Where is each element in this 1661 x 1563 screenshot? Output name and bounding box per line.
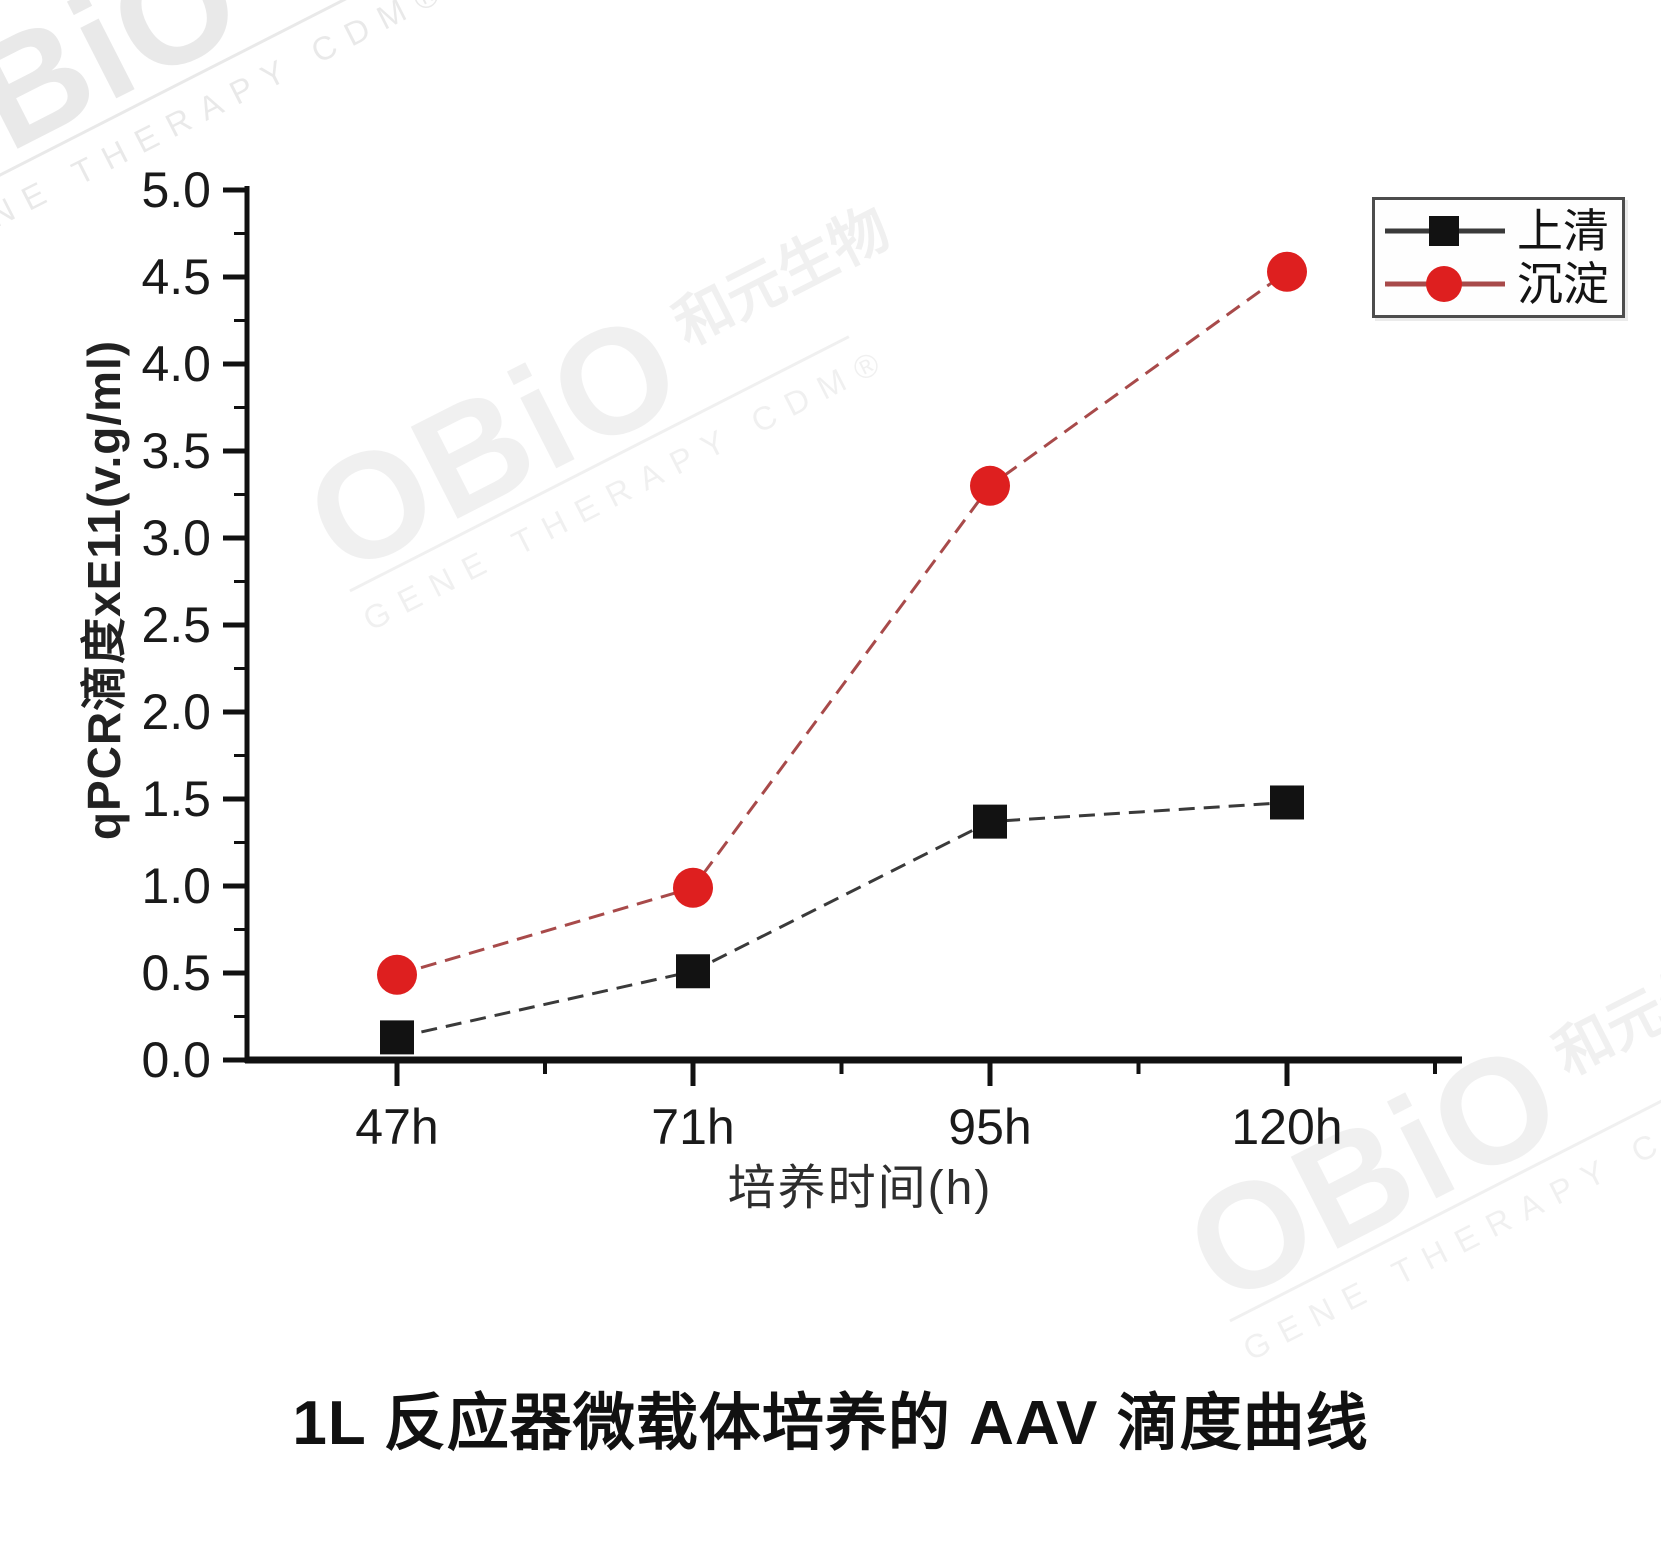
legend-label: 沉淀 xyxy=(1517,258,1609,311)
data-point-circle-marker xyxy=(1267,251,1307,292)
data-point-square-marker xyxy=(380,1020,414,1055)
y-axis-title: qPCR滴度xE11(v.g/ml) xyxy=(78,339,130,841)
x-tick-label: 47h xyxy=(355,1099,438,1155)
data-point-square-marker xyxy=(1270,785,1304,820)
y-tick-label: 4.5 xyxy=(141,249,211,305)
legend-item-pellet: 沉淀 xyxy=(1381,259,1616,309)
y-tick-label: 2.5 xyxy=(141,597,211,653)
y-tick-label: 3.0 xyxy=(141,510,211,566)
y-tick-label: 1.5 xyxy=(141,771,211,827)
legend-item-supernatant: 上清 xyxy=(1381,206,1616,256)
legend-key-square-marker xyxy=(1385,215,1505,246)
legend-square-marker xyxy=(1429,215,1459,246)
legend-key-circle-marker xyxy=(1385,266,1505,303)
legend-label: 上清 xyxy=(1517,204,1609,257)
data-point-square-marker xyxy=(973,804,1007,839)
data-point-circle-marker xyxy=(673,867,713,908)
y-tick-label: 2.0 xyxy=(141,684,211,740)
x-tick-label: 120h xyxy=(1231,1099,1342,1155)
y-tick-label: 5.0 xyxy=(141,162,211,218)
x-tick-label: 95h xyxy=(948,1099,1031,1155)
legend-circle-marker xyxy=(1426,266,1462,303)
x-tick-label: 71h xyxy=(651,1099,734,1155)
series-line-沉淀 xyxy=(396,270,1288,977)
y-tick-label: 0.5 xyxy=(141,945,211,1001)
data-point-square-marker xyxy=(676,954,710,989)
data-point-circle-marker xyxy=(377,954,417,995)
y-tick-label: 1.0 xyxy=(141,858,211,914)
chart-legend: 上清 沉淀 xyxy=(1372,197,1625,318)
series-line-上清 xyxy=(396,800,1288,1039)
x-axis-title: 培养时间(h) xyxy=(727,1162,993,1215)
y-tick-label: 0.0 xyxy=(141,1032,211,1088)
data-point-circle-marker xyxy=(970,465,1010,506)
figure-caption: 1L 反应器微载体培养的 AAV 滴度曲线 xyxy=(292,1389,1369,1458)
y-tick-label: 4.0 xyxy=(141,336,211,392)
y-tick-label: 3.5 xyxy=(141,423,211,479)
